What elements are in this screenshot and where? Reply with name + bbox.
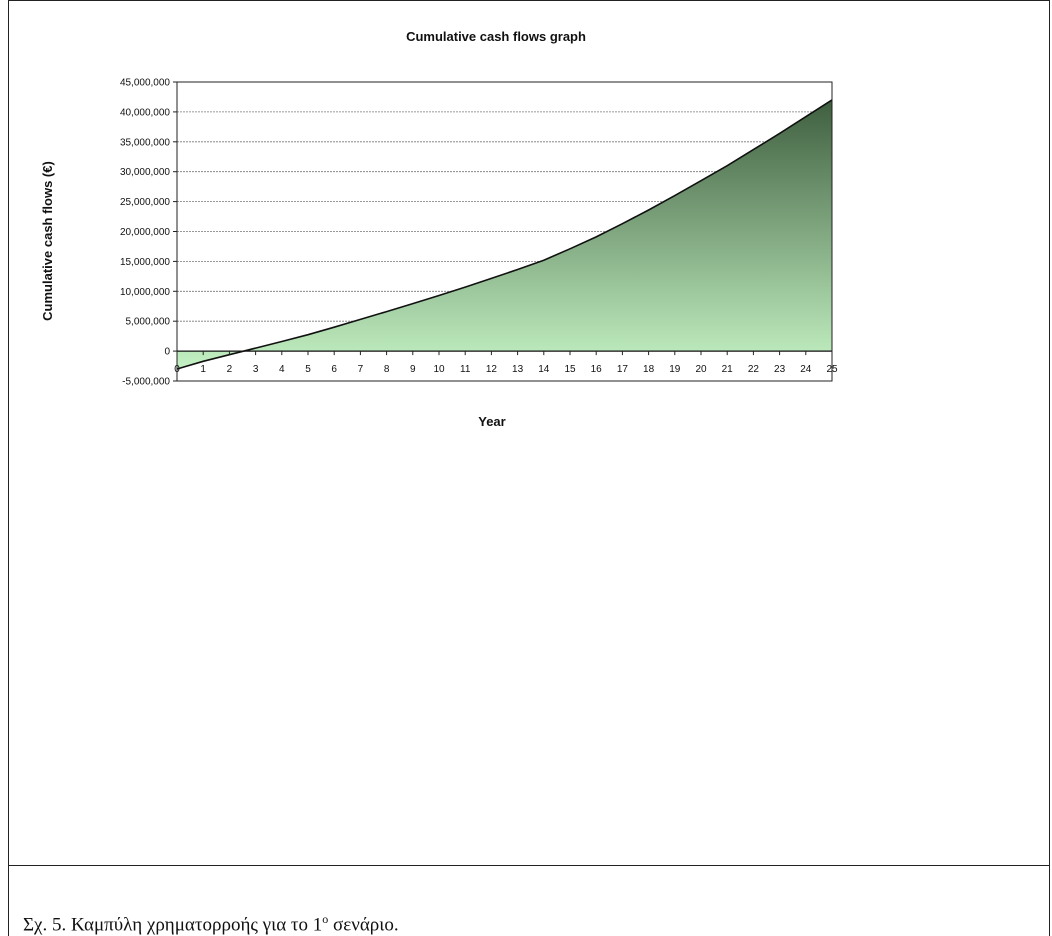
x-tick-label: 10 — [433, 364, 445, 375]
x-tick-label: 23 — [774, 364, 786, 375]
x-tick-label: 22 — [748, 364, 760, 375]
x-tick-label: 2 — [227, 364, 233, 375]
x-tick-label: 1 — [200, 364, 206, 375]
y-axis-ticks: 45,000,000 40,000,000 35,000,000 30,000,000… — [120, 78, 177, 388]
y-axis-title: Cumulative cash flows (€) — [40, 161, 55, 321]
x-tick-label: 7 — [358, 364, 364, 375]
x-tick-label: 13 — [512, 364, 524, 375]
x-tick-label: 18 — [643, 364, 655, 375]
x-axis-title: Year — [478, 414, 505, 429]
caption-prefix: Σχ. 5. Καμπύλη χρηματορροής για το 1 — [23, 914, 323, 936]
x-tick-label: 9 — [410, 364, 416, 375]
x-tick-label: 20 — [695, 364, 707, 375]
caption-box: Σχ. 5. Καμπύλη χρηματορροής για το 1ο σε… — [8, 866, 1050, 936]
x-tick-label: 0 — [174, 364, 180, 375]
y-tick-label: 15,000,000 — [120, 257, 170, 268]
y-tick-label: 10,000,000 — [120, 287, 170, 298]
x-tick-label: 4 — [279, 364, 285, 375]
y-tick-label: 5,000,000 — [126, 317, 171, 328]
figure-caption: Σχ. 5. Καμπύλη χρηματορροής για το 1ο σε… — [23, 912, 399, 936]
x-tick-label: 14 — [538, 364, 550, 375]
y-tick-label: 0 — [164, 347, 170, 358]
x-tick-label: 16 — [591, 364, 603, 375]
x-tick-label: 19 — [669, 364, 681, 375]
y-tick-label: 20,000,000 — [120, 227, 170, 238]
x-tick-label: 24 — [800, 364, 812, 375]
y-tick-label: 30,000,000 — [120, 167, 170, 178]
chart-frame: Cumulative cash flows graph Cumulative c… — [8, 0, 1050, 866]
x-tick-label: 15 — [564, 364, 576, 375]
x-tick-label: 6 — [331, 364, 337, 375]
x-tick-label: 21 — [722, 364, 734, 375]
caption-superscript: ο — [322, 912, 329, 926]
x-tick-label: 5 — [305, 364, 311, 375]
y-tick-label: 40,000,000 — [120, 107, 170, 118]
x-tick-label: 8 — [384, 364, 390, 375]
y-tick-label: 45,000,000 — [120, 78, 170, 89]
x-tick-label: 25 — [826, 364, 838, 375]
x-tick-label: 12 — [486, 364, 498, 375]
y-tick-label: 35,000,000 — [120, 137, 170, 148]
cash-flow-line — [176, 99, 833, 370]
x-axis-ticks: 0 1 2 3 4 5 6 7 8 9 10 11 12 13 14 15 16 17 18 19 20 21 22 23 24… — [174, 351, 838, 375]
caption-suffix: σενάριο. — [328, 914, 399, 936]
x-tick-label: 11 — [460, 364, 471, 375]
y-tick-label: 25,000,000 — [120, 197, 170, 208]
chart-title: Cumulative cash flows graph — [406, 29, 586, 44]
cumulative-cash-flows-chart: Cumulative cash flows graph Cumulative c… — [40, 29, 838, 429]
x-tick-label: 17 — [617, 364, 629, 375]
x-tick-label: 3 — [253, 364, 259, 375]
y-tick-label: -5,000,000 — [122, 377, 170, 388]
cash-flow-area — [177, 99, 832, 370]
